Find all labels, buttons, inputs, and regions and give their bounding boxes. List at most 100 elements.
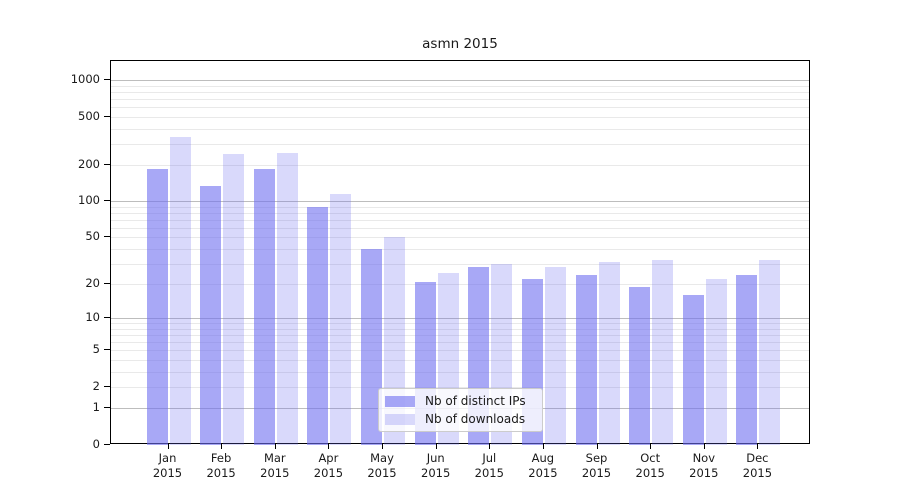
bar-distinct-ips-jan <box>146 169 168 445</box>
x-tick-label: Feb 2015 <box>206 451 236 480</box>
bar-downloads-jan <box>169 137 191 445</box>
x-tick-label: Jun 2015 <box>421 451 451 480</box>
y-gridline-minor <box>111 263 809 265</box>
bar-downloads-feb <box>223 154 245 445</box>
y-gridline-minor <box>111 323 809 325</box>
bar-distinct-ips-sep <box>575 275 597 445</box>
y-gridline-minor <box>111 371 809 373</box>
legend-row-distinct-ips: Nb of distinct IPs <box>385 392 534 410</box>
y-tick-label: 10 <box>85 310 100 325</box>
x-tick-mark <box>650 444 652 449</box>
y-gridline-minor <box>111 143 809 145</box>
bar-distinct-ips-apr <box>307 206 329 445</box>
y-gridline-minor <box>111 99 809 100</box>
y-tick-label: 5 <box>92 342 100 357</box>
y-tick-mark <box>104 115 110 117</box>
bar-downloads-oct <box>652 260 674 445</box>
x-tick-label: Aug 2015 <box>528 451 558 480</box>
y-tick-mark <box>104 200 110 202</box>
bar-distinct-ips-dec <box>736 275 758 445</box>
y-gridline-minor <box>111 329 809 330</box>
plot-area <box>110 60 810 445</box>
x-tick-mark <box>703 444 705 449</box>
x-tick-label: Dec 2015 <box>742 451 773 480</box>
x-tick-label: Sep 2015 <box>581 451 612 480</box>
x-tick-label: Jul 2015 <box>474 451 504 480</box>
y-tick-mark <box>104 444 110 445</box>
bar-downloads-sep <box>598 262 620 445</box>
y-tick-label: 20 <box>85 276 100 291</box>
bar-distinct-ips-mar <box>253 169 275 445</box>
y-gridline-minor <box>111 227 809 229</box>
y-tick-mark <box>104 349 110 351</box>
y-gridline-minor <box>111 335 809 337</box>
bar-distinct-ips-oct <box>629 286 651 445</box>
x-tick-mark <box>596 444 598 449</box>
x-tick-mark <box>221 444 223 449</box>
x-tick-mark <box>435 444 437 449</box>
x-tick-mark <box>489 444 491 449</box>
y-gridline-minor <box>111 107 809 109</box>
bar-distinct-ips-may <box>361 248 382 445</box>
x-tick-label: Mar 2015 <box>260 451 290 480</box>
y-gridline-minor <box>111 206 809 208</box>
y-gridline-minor <box>111 116 809 118</box>
x-tick-mark <box>328 444 330 449</box>
x-tick-mark <box>382 444 383 449</box>
legend-row-downloads: Nb of downloads <box>385 410 534 428</box>
y-gridline-minor <box>111 85 809 87</box>
y-tick-label: 50 <box>85 229 100 244</box>
x-tick-mark <box>274 444 276 449</box>
y-tick-mark <box>104 317 110 319</box>
legend: Nb of distinct IPs Nb of downloads <box>378 388 543 432</box>
x-tick-label: May 2015 <box>367 451 397 480</box>
y-gridline-minor <box>111 164 809 166</box>
bar-downloads-aug <box>544 267 566 445</box>
legend-label-downloads: Nb of downloads <box>425 412 526 426</box>
y-gridline-minor <box>111 91 809 93</box>
y-tick-label: 1000 <box>70 72 100 87</box>
y-gridline-minor <box>111 237 809 239</box>
bar-downloads-nov <box>705 279 727 445</box>
bar-downloads-dec <box>759 260 781 445</box>
y-gridline-minor <box>111 387 809 388</box>
y-tick-label: 0 <box>92 437 100 451</box>
y-gridline-major <box>111 201 809 203</box>
y-tick-label: 2 <box>92 379 100 393</box>
y-gridline-major <box>111 318 809 320</box>
x-tick-label: Jan 2015 <box>152 451 183 480</box>
y-gridline-minor <box>111 248 809 250</box>
x-tick-label: Oct 2015 <box>635 451 665 480</box>
y-tick-mark <box>104 163 110 165</box>
bar-downloads-apr <box>330 194 352 445</box>
y-gridline-minor <box>111 284 809 286</box>
y-gridline-minor <box>111 350 809 352</box>
y-tick-mark <box>104 236 110 238</box>
y-tick-mark <box>104 79 110 81</box>
y-tick-label: 100 <box>78 193 100 208</box>
x-tick-mark <box>542 444 544 449</box>
chart-title: asmn 2015 <box>422 36 498 52</box>
y-tick-label: 500 <box>78 108 100 123</box>
legend-label-distinct-ips: Nb of distinct IPs <box>425 394 526 408</box>
x-tick-mark <box>757 444 759 449</box>
y-tick-mark <box>104 386 110 387</box>
legend-swatch-distinct-ips <box>385 395 415 407</box>
bar-distinct-ips-nov <box>682 295 704 445</box>
legend-swatch-downloads <box>385 413 415 425</box>
y-gridline-minor <box>111 219 809 221</box>
x-tick-mark <box>167 444 169 449</box>
y-gridline-minor <box>111 342 809 344</box>
y-tick-label: 1 <box>92 400 100 415</box>
y-tick-mark <box>104 407 110 409</box>
y-tick-label: 200 <box>78 156 100 171</box>
y-gridline-minor <box>111 212 809 214</box>
x-tick-label: Apr 2015 <box>313 451 344 480</box>
x-tick-label: Nov 2015 <box>689 451 719 480</box>
y-gridline-major <box>111 80 809 82</box>
y-gridline-minor <box>111 360 809 361</box>
y-gridline-minor <box>111 128 809 130</box>
bar-downloads-mar <box>276 153 298 445</box>
bar-distinct-ips-feb <box>200 185 222 445</box>
